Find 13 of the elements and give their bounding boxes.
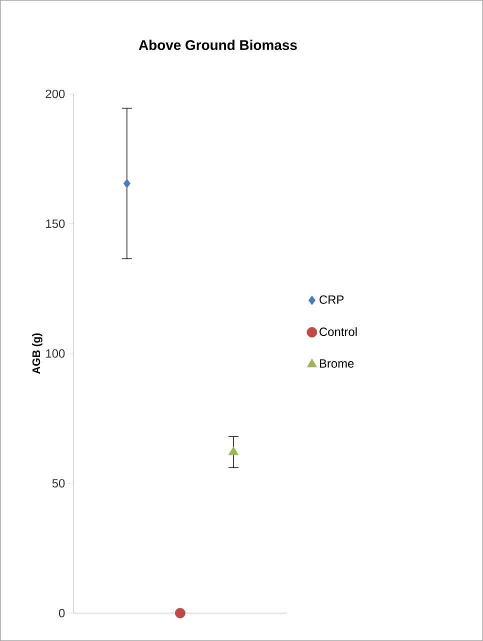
chart-title: Above Ground Biomass	[138, 40, 297, 50]
y-axis-title: AGB (g)	[32, 333, 42, 374]
y-tick-label: 100	[46, 349, 65, 358]
point	[175, 608, 186, 618]
legend-label: Control	[320, 327, 357, 336]
y-tick-label: 200	[46, 90, 65, 98]
y-tick-label: 0	[59, 608, 65, 618]
point	[228, 446, 238, 456]
y-tick-label: 150	[46, 219, 65, 228]
point	[123, 178, 131, 188]
y-tick-label: 50	[52, 479, 65, 488]
legend-label: Brome	[320, 359, 354, 368]
legend-label: CRP	[320, 295, 344, 304]
